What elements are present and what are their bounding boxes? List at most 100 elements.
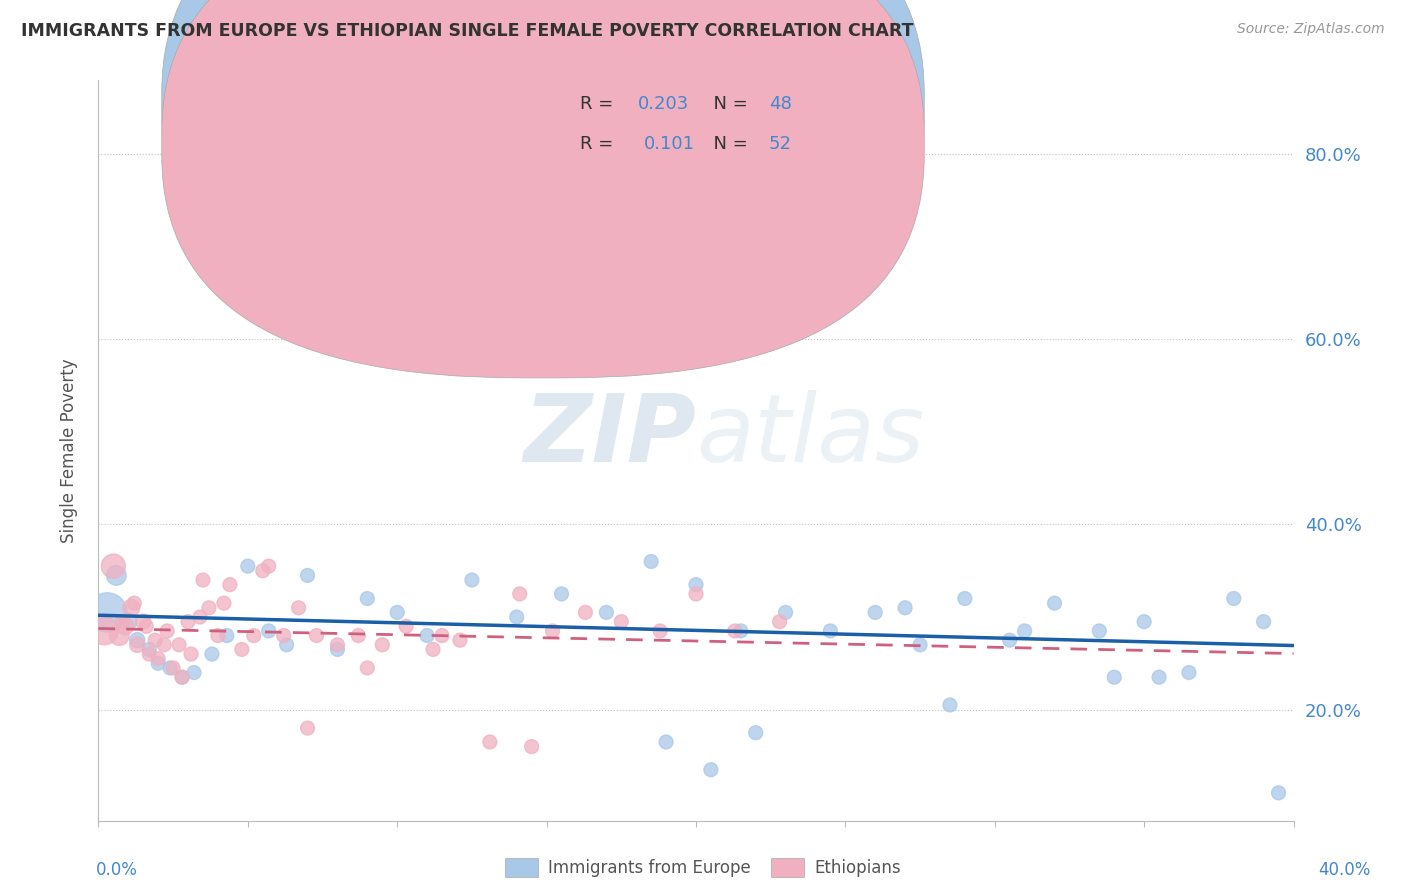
Text: N =: N = xyxy=(702,135,754,153)
Text: Source: ZipAtlas.com: Source: ZipAtlas.com xyxy=(1237,22,1385,37)
Point xyxy=(297,568,319,582)
Point xyxy=(769,615,792,629)
Point xyxy=(201,647,224,661)
Point xyxy=(347,628,370,642)
Point xyxy=(111,615,134,629)
Point xyxy=(998,633,1021,648)
Point xyxy=(1178,665,1201,680)
Point xyxy=(1014,624,1036,638)
Point xyxy=(953,591,976,606)
Point xyxy=(908,638,931,652)
Point xyxy=(114,619,136,633)
Point xyxy=(183,665,205,680)
Point xyxy=(356,661,378,675)
Point xyxy=(541,624,564,638)
Point xyxy=(153,638,176,652)
Point xyxy=(243,628,266,642)
Point xyxy=(509,587,531,601)
Point xyxy=(574,606,596,620)
Text: 48: 48 xyxy=(769,95,792,113)
Point xyxy=(449,633,471,648)
FancyBboxPatch shape xyxy=(499,84,858,169)
Point xyxy=(865,606,887,620)
Point xyxy=(1267,786,1289,800)
Point xyxy=(371,638,394,652)
Point xyxy=(172,670,194,684)
Point xyxy=(700,763,723,777)
Text: 0.0%: 0.0% xyxy=(96,861,138,879)
Point xyxy=(356,591,378,606)
Point xyxy=(422,642,444,657)
Point xyxy=(219,577,242,591)
Point xyxy=(685,587,707,601)
Point xyxy=(820,624,842,638)
Point xyxy=(1253,615,1275,629)
Text: 40.0%: 40.0% xyxy=(1319,861,1371,879)
Point xyxy=(108,628,131,642)
Point xyxy=(117,615,139,629)
Text: R =: R = xyxy=(581,95,619,113)
Point xyxy=(103,559,125,574)
Point xyxy=(1133,615,1156,629)
Point xyxy=(167,638,190,652)
Point xyxy=(395,619,418,633)
Point xyxy=(287,600,309,615)
Point xyxy=(231,642,253,657)
Point xyxy=(520,739,543,754)
Point xyxy=(191,573,214,587)
Point xyxy=(148,651,170,665)
Point xyxy=(1104,670,1126,684)
Point xyxy=(215,628,238,642)
Point xyxy=(595,606,617,620)
Point xyxy=(93,624,115,638)
Point xyxy=(138,647,160,661)
Point xyxy=(610,184,633,198)
Point xyxy=(461,573,484,587)
Point xyxy=(1088,624,1111,638)
Point xyxy=(730,624,752,638)
Text: 0.101: 0.101 xyxy=(644,135,695,153)
Point xyxy=(506,610,529,624)
Point xyxy=(257,624,280,638)
Text: atlas: atlas xyxy=(696,390,924,481)
FancyBboxPatch shape xyxy=(162,0,924,338)
Point xyxy=(96,606,118,620)
Text: ZIP: ZIP xyxy=(523,390,696,482)
Point xyxy=(655,735,678,749)
Point xyxy=(1147,670,1170,684)
Point xyxy=(745,725,768,739)
Point xyxy=(724,624,747,638)
Point xyxy=(650,624,672,638)
Point xyxy=(120,600,142,615)
Point xyxy=(162,661,184,675)
Point xyxy=(685,577,707,591)
Legend: Immigrants from Europe, Ethiopians: Immigrants from Europe, Ethiopians xyxy=(498,851,908,884)
Point xyxy=(273,628,295,642)
FancyBboxPatch shape xyxy=(162,0,924,378)
Point xyxy=(127,638,149,652)
Point xyxy=(105,568,128,582)
Y-axis label: Single Female Poverty: Single Female Poverty xyxy=(59,359,77,542)
Point xyxy=(1043,596,1066,610)
Text: N =: N = xyxy=(702,95,754,113)
Point xyxy=(478,735,501,749)
Point xyxy=(159,661,181,675)
Text: 0.203: 0.203 xyxy=(637,95,689,113)
Point xyxy=(257,559,280,574)
Point xyxy=(177,615,200,629)
Point xyxy=(236,559,259,574)
Point xyxy=(127,633,149,648)
Point xyxy=(207,628,229,642)
Point xyxy=(148,657,170,671)
Point xyxy=(775,606,797,620)
Point xyxy=(416,628,439,642)
Point xyxy=(252,564,274,578)
Point xyxy=(135,619,157,633)
Point xyxy=(276,638,298,652)
Point xyxy=(172,670,194,684)
Point xyxy=(198,600,221,615)
Point xyxy=(212,596,235,610)
Point xyxy=(640,555,662,569)
Text: R =: R = xyxy=(581,135,624,153)
Point xyxy=(124,596,146,610)
